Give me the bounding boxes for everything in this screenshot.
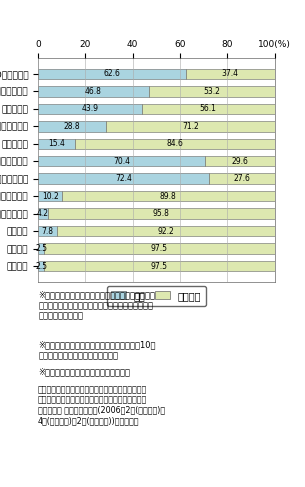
Bar	[38, 121, 106, 131]
Text: 46.8: 46.8	[85, 87, 102, 96]
Text: 71.2: 71.2	[182, 122, 199, 131]
Bar	[142, 104, 274, 114]
Text: 15.4: 15.4	[48, 139, 65, 148]
Bar	[205, 156, 274, 167]
Text: 43.9: 43.9	[81, 104, 99, 113]
Text: 37.4: 37.4	[222, 69, 239, 78]
Text: 2.5: 2.5	[35, 244, 47, 253]
Bar	[38, 138, 74, 149]
Text: 62.6: 62.6	[104, 69, 120, 78]
Bar	[56, 226, 274, 236]
Bar	[38, 173, 209, 184]
Text: 92.2: 92.2	[157, 226, 174, 236]
Bar	[74, 138, 274, 149]
Bar	[44, 244, 274, 254]
Bar	[48, 208, 274, 219]
Text: 53.2: 53.2	[203, 87, 220, 96]
Bar	[62, 191, 274, 202]
Bar	[149, 86, 274, 96]
Text: 95.8: 95.8	[153, 209, 170, 218]
Text: 97.5: 97.5	[151, 244, 168, 253]
Text: ※　サーバー、ルーター及びスイッチ以外は生産台
　　数ベース。サーバー、ルーター及びスイッチは
　　出荷金額ベース: ※ サーバー、ルーター及びスイッチ以外は生産台 数ベース。サーバー、ルーター及び…	[38, 291, 155, 320]
Text: 72.4: 72.4	[115, 174, 132, 183]
Bar	[106, 121, 274, 131]
Text: 10.2: 10.2	[42, 192, 59, 201]
Bar	[38, 191, 62, 202]
Text: 7.8: 7.8	[41, 226, 53, 236]
Text: 28.8: 28.8	[64, 122, 81, 131]
Text: 2.5: 2.5	[35, 262, 47, 271]
Bar	[38, 226, 56, 236]
Text: 84.6: 84.6	[166, 139, 183, 148]
Bar	[44, 261, 274, 271]
Bar	[38, 261, 44, 271]
Text: 4.2: 4.2	[37, 209, 49, 218]
Text: 56.1: 56.1	[200, 104, 217, 113]
Bar	[38, 86, 149, 96]
Text: サーバー、ルーター及びスイッチ以外は、富士キメ
ラ総研資料。サーバー、ルーター及びスイッチは、
ガートナー データクエスト(2006年2月(サーバー)、
4月(: サーバー、ルーター及びスイッチ以外は、富士キメ ラ総研資料。サーバー、ルーター及…	[38, 385, 165, 425]
Bar	[38, 208, 48, 219]
Text: 70.4: 70.4	[113, 157, 130, 166]
Bar	[38, 104, 142, 114]
Text: 29.6: 29.6	[231, 157, 248, 166]
Bar	[38, 69, 186, 79]
Legend: 日本, 海外合計: 日本, 海外合計	[107, 286, 206, 306]
Text: 97.5: 97.5	[151, 262, 168, 271]
Bar	[186, 69, 274, 79]
Bar	[209, 173, 274, 184]
Bar	[38, 156, 205, 167]
Text: 27.6: 27.6	[233, 174, 250, 183]
Text: ※　ルーターは企業向けルーターを対象: ※ ルーターは企業向けルーターを対象	[38, 368, 130, 377]
Text: ※　ルーターの日本のシェアは、全体の上位10位
　　までに含まれる日本企業の合計: ※ ルーターの日本のシェアは、全体の上位10位 までに含まれる日本企業の合計	[38, 340, 156, 360]
Text: 89.8: 89.8	[160, 192, 177, 201]
Bar	[38, 244, 44, 254]
